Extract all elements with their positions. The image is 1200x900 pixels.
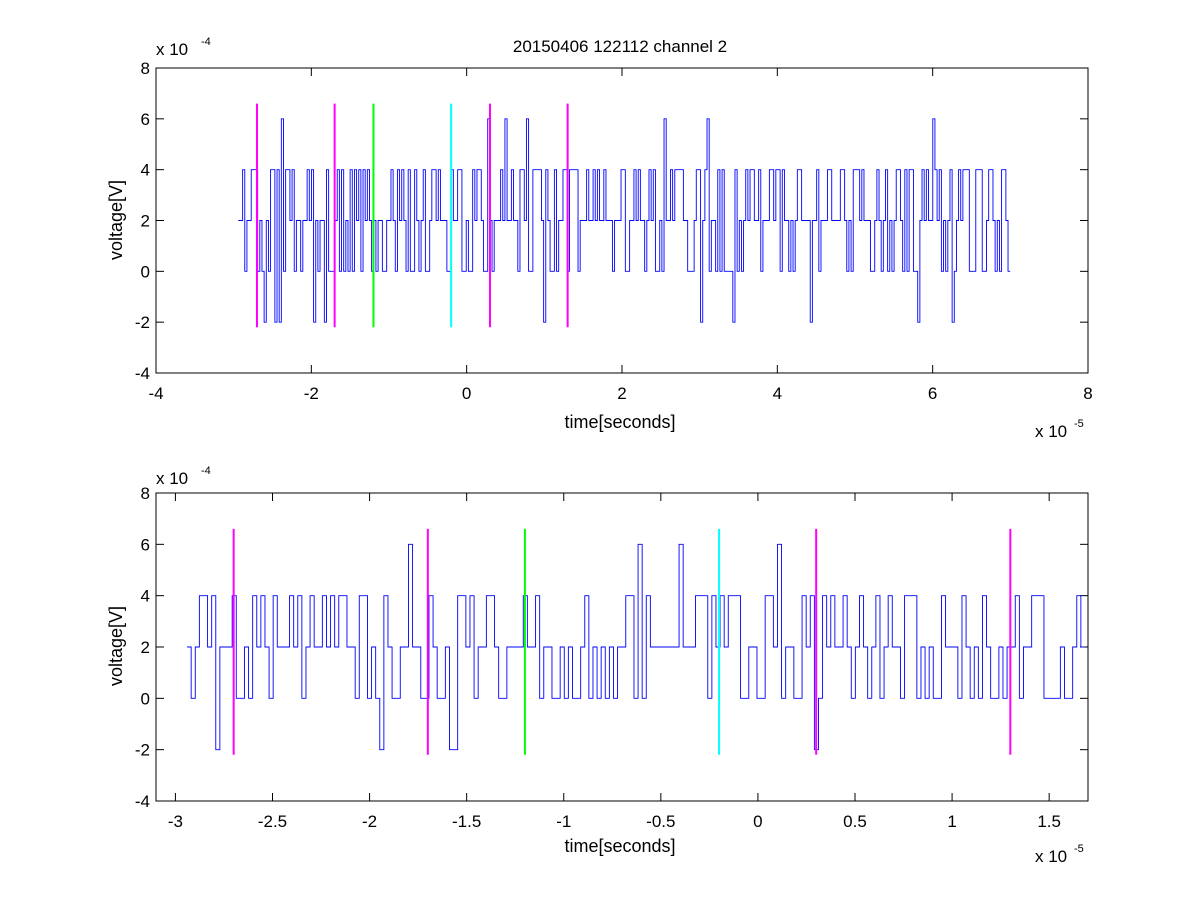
top-plot-x-tick-label: -4 bbox=[148, 384, 163, 403]
top-plot-y-tick-label: 2 bbox=[141, 212, 150, 231]
bottom-plot-x-tick-label: -1.5 bbox=[452, 812, 481, 831]
bottom-plot-y-tick-label: 0 bbox=[141, 689, 150, 708]
bottom-plot-ticks: -3 -2.5 -2 -1.5 -1 -0.5 0 0.5 1 1.5 -4 -2 0 2 4 6 8 bbox=[135, 484, 1088, 831]
bottom-plot-x-tick-label: 1.5 bbox=[1037, 812, 1061, 831]
bottom-plot-y-exponent-label: x 10 bbox=[156, 469, 188, 488]
top-plot-y-tick-label: 0 bbox=[141, 262, 150, 281]
bottom-plot-x-axis-title: time[seconds] bbox=[564, 836, 675, 856]
bottom-plot-axes-box bbox=[155, 492, 1089, 802]
top-plot-y-tick-label: 4 bbox=[141, 161, 150, 180]
bottom-plot-marks bbox=[187, 528, 1085, 755]
top-plot-x-tick-label: 0 bbox=[462, 384, 471, 403]
bottom-plot-y-tick-label: 8 bbox=[141, 484, 150, 503]
top-plot-x-exponent-value: -5 bbox=[1074, 418, 1084, 430]
top-plot-y-tick-label: 6 bbox=[141, 110, 150, 129]
bottom-plot-x-tick-label: -2.5 bbox=[258, 812, 287, 831]
top-plot: 20150406 122112 channel 2 x 10 -4 voltag… bbox=[106, 36, 1093, 441]
top-plot-x-tick-label: 8 bbox=[1083, 384, 1092, 403]
top-plot-y-tick-label: -2 bbox=[135, 313, 150, 332]
bottom-plot-y-axis-title: voltage[V] bbox=[106, 606, 126, 686]
bottom-plot: x 10 -4 voltage[V] time[seconds] x 10 -5… bbox=[106, 465, 1089, 866]
figure-title: 20150406 122112 channel 2 bbox=[513, 37, 727, 56]
bottom-plot-y-tick-label: 2 bbox=[141, 638, 150, 657]
bottom-plot-x-tick-label: 1 bbox=[947, 812, 956, 831]
bottom-plot-x-tick-label: 0 bbox=[753, 812, 762, 831]
top-plot-axes-box bbox=[155, 67, 1089, 374]
bottom-plot-x-tick-label: -3 bbox=[168, 812, 183, 831]
top-plot-ticks: -4 -2 0 2 4 6 8 -4 -2 0 2 4 6 8 bbox=[135, 59, 1093, 403]
bottom-plot-x-exponent-value: -5 bbox=[1074, 843, 1084, 855]
bottom-plot-x-tick-label: -2 bbox=[362, 812, 377, 831]
top-plot-x-exponent: x 10 -5 bbox=[1035, 418, 1084, 441]
bottom-plot-y-exponent-value: -4 bbox=[201, 465, 211, 477]
bottom-plot-y-tick-label: 6 bbox=[141, 535, 150, 554]
bottom-plot-y-exponent: x 10 -4 bbox=[156, 465, 211, 488]
top-plot-x-tick-label: 6 bbox=[928, 384, 937, 403]
bottom-plot-x-tick-label: -0.5 bbox=[646, 812, 675, 831]
top-plot-y-exponent: x 10 -4 bbox=[156, 36, 211, 59]
top-plot-y-exponent-value: -4 bbox=[201, 36, 211, 48]
top-plot-y-tick-label: 8 bbox=[141, 59, 150, 78]
top-plot-x-axis-title: time[seconds] bbox=[564, 412, 675, 432]
bottom-plot-x-tick-label: 0.5 bbox=[843, 812, 867, 831]
bottom-plot-y-tick-label: 4 bbox=[141, 587, 150, 606]
bottom-plot-signal-line bbox=[187, 543, 1085, 751]
bottom-plot-x-exponent: x 10 -5 bbox=[1035, 843, 1084, 866]
bottom-plot-x-tick-label: -1 bbox=[556, 812, 571, 831]
top-plot-y-tick-label: -4 bbox=[135, 364, 150, 383]
top-plot-x-tick-label: 4 bbox=[773, 384, 782, 403]
top-plot-signal-line bbox=[238, 118, 1011, 323]
top-plot-y-axis-title: voltage[V] bbox=[106, 180, 126, 260]
top-plot-marks bbox=[238, 103, 1011, 328]
bottom-plot-y-tick-label: -2 bbox=[135, 741, 150, 760]
bottom-plot-x-exponent-label: x 10 bbox=[1035, 847, 1067, 866]
top-plot-x-tick-label: 2 bbox=[617, 384, 626, 403]
top-plot-y-exponent-label: x 10 bbox=[156, 40, 188, 59]
bottom-plot-y-tick-label: -4 bbox=[135, 792, 150, 811]
top-plot-x-tick-label: -2 bbox=[304, 384, 319, 403]
top-plot-x-exponent-label: x 10 bbox=[1035, 422, 1067, 441]
